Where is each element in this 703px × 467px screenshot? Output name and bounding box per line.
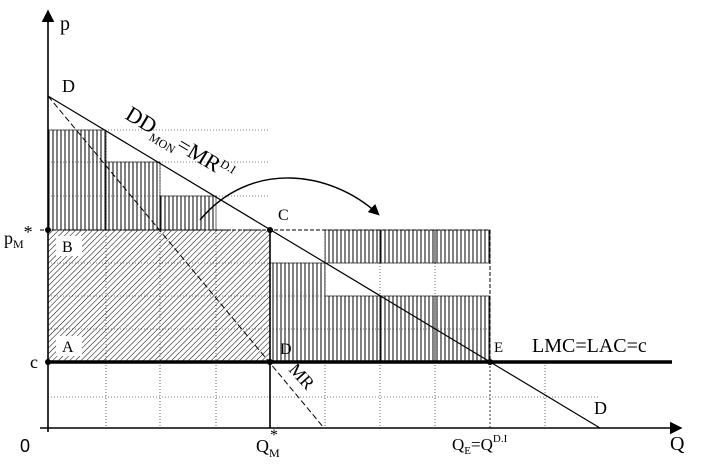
point-c-dot (267, 227, 273, 233)
transfer-arrow (199, 177, 380, 221)
striped-blocks-right (269, 229, 491, 363)
mr-label: MR (285, 359, 319, 393)
area-b-box (56, 236, 82, 256)
price-pm-label: pM* (4, 222, 33, 251)
qe-label: QE=QD.I (452, 433, 508, 457)
demand-curve (47, 95, 601, 429)
svg-text:MR: MR (285, 359, 319, 393)
y-axis-label: p (60, 13, 70, 35)
point-d-dot (267, 359, 273, 365)
area-a-box (56, 336, 82, 356)
point-pm-dot (45, 227, 51, 233)
area-a-label: A (62, 339, 74, 356)
point-c-label: C (278, 207, 289, 224)
point-e-label: E (494, 340, 503, 356)
point-d-label: D (280, 341, 292, 358)
qm-label: QM (256, 436, 280, 460)
qm-star: * (270, 427, 278, 444)
area-b-label: B (62, 239, 73, 256)
cost-line-label: LMC=LAC=c (532, 335, 647, 357)
striped-blocks-left (47, 129, 217, 231)
x-axis-label: Q (670, 433, 685, 455)
demand-top-label: D (62, 76, 75, 96)
cost-tick-label: c (30, 352, 38, 372)
origin-label: 0 (20, 436, 30, 456)
point-e-dot (487, 359, 493, 365)
point-cost-dot (45, 359, 51, 365)
demand-bottom-label: D (594, 398, 607, 418)
